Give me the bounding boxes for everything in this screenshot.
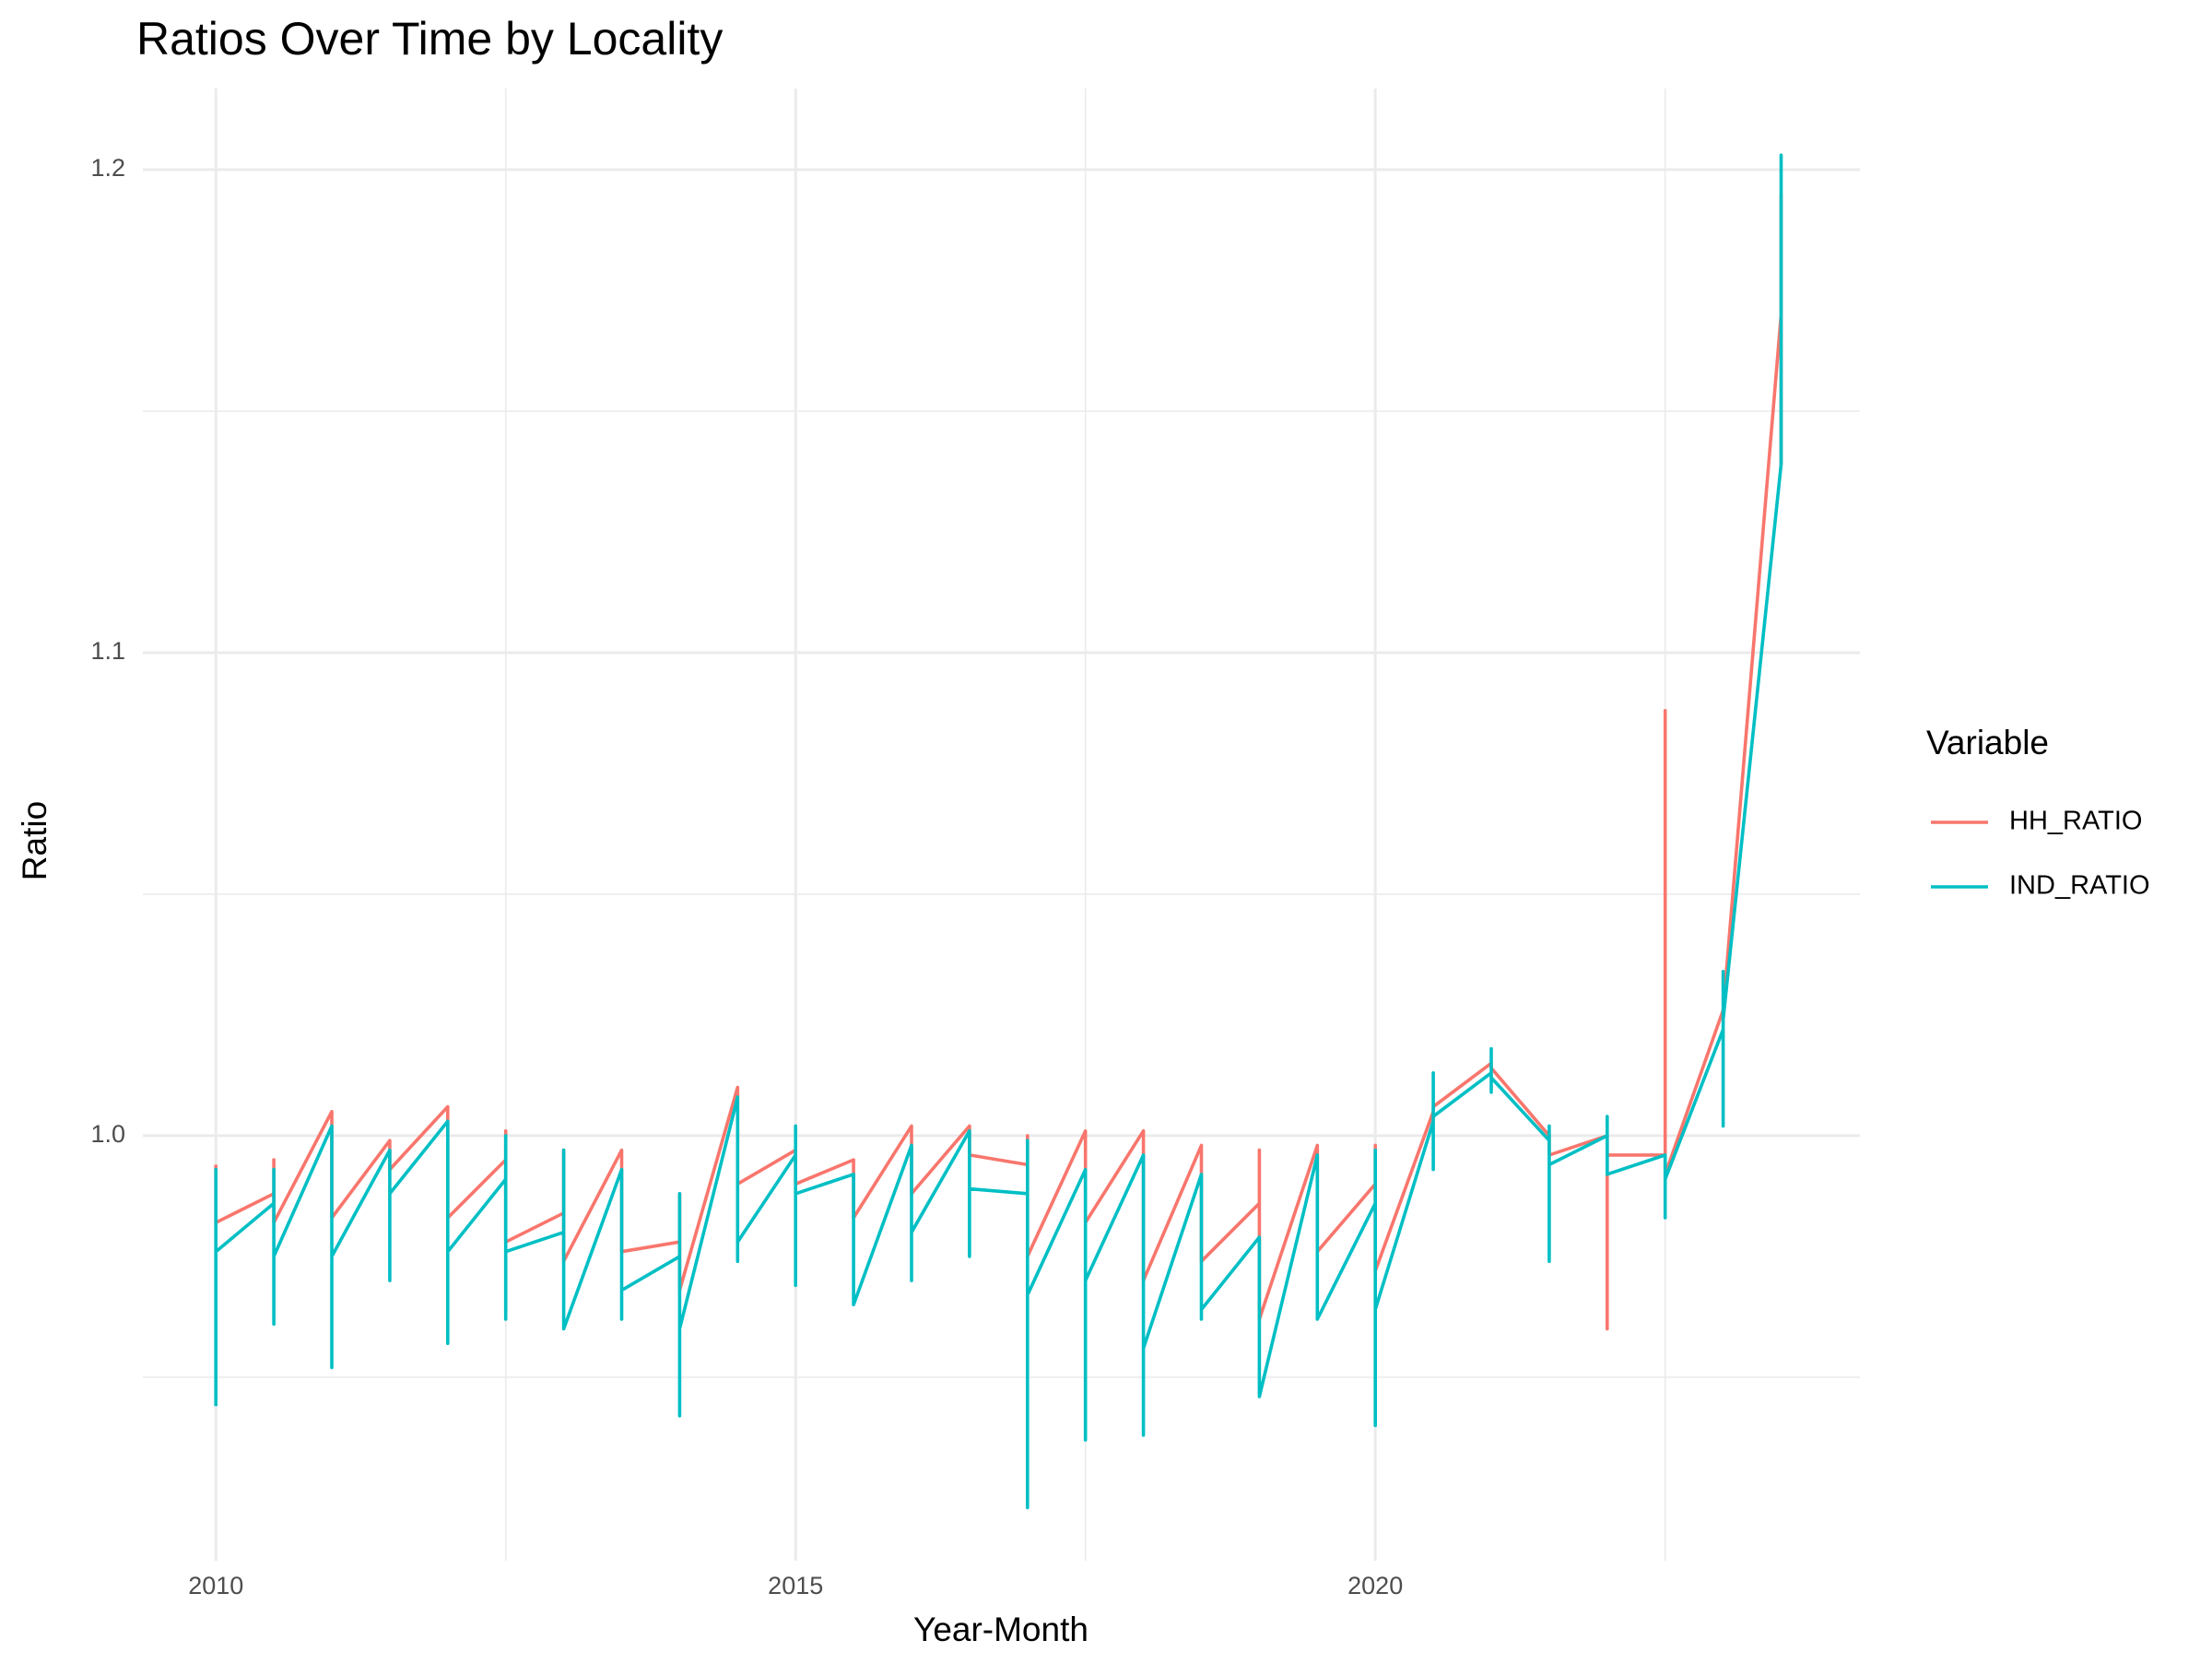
y-tick-label: 1.0 (90, 1120, 125, 1148)
y-tick-label: 1.2 (90, 154, 125, 182)
chart-title: Ratios Over Time by Locality (136, 13, 723, 65)
x-tick-label: 2020 (1347, 1572, 1403, 1599)
legend-title: Variable (1926, 724, 2049, 761)
legend-label: HH_RATIO (2009, 807, 2142, 836)
x-axis-title: Year-Month (913, 1611, 1088, 1648)
x-tick-label: 2015 (768, 1572, 823, 1599)
series-line (214, 194, 1783, 1331)
legend-label: IND_RATIO (2009, 871, 2150, 901)
series-line (214, 153, 1783, 1510)
y-axis-title: Ratio (16, 801, 53, 880)
y-tick-label: 1.1 (90, 637, 125, 665)
x-tick-label: 2010 (188, 1572, 243, 1599)
